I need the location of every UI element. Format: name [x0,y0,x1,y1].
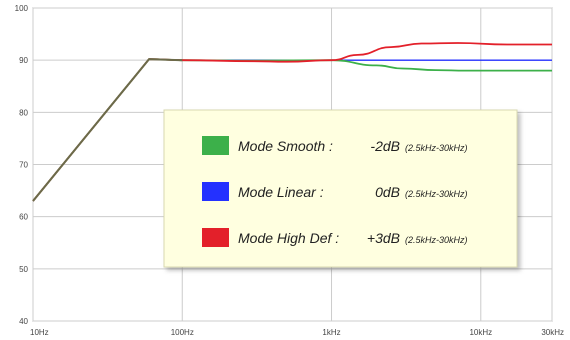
x-tick-label: 100Hz [171,328,194,337]
series-lines [32,42,552,202]
legend-label: Mode High Def : [238,230,339,246]
x-tick-label: 10Hz [30,328,49,337]
series-line-mode-high-def [32,42,552,202]
legend-value: 0dB [375,184,400,200]
x-axis-ticks: 10Hz 100Hz 1kHz 10kHz 30kHz [30,328,564,337]
y-tick-label: 70 [19,161,28,170]
legend-value: -2dB [370,138,400,154]
legend-swatch [202,136,229,155]
y-tick-label: 40 [19,317,28,326]
legend-item-mode-smooth: Mode Smooth : -2dB (2.5kHz-30kHz) [202,136,468,155]
legend-range: (2.5kHz-30kHz) [405,143,468,153]
y-tick-label: 60 [19,213,28,222]
y-tick-label: 100 [15,4,29,13]
legend-label: Mode Linear : [238,184,324,200]
x-tick-label: 30kHz [541,328,564,337]
x-tick-label: 10kHz [469,328,492,337]
legend-range: (2.5kHz-30kHz) [405,235,468,245]
legend-label: Mode Smooth : [238,138,333,154]
legend-item-mode-high-def: Mode High Def : +3dB (2.5kHz-30kHz) [202,228,468,247]
legend-range: (2.5kHz-30kHz) [405,189,468,199]
legend-swatch [202,182,229,201]
legend-item-mode-linear: Mode Linear : 0dB (2.5kHz-30kHz) [202,182,468,201]
y-tick-label: 90 [19,56,28,65]
legend-swatch [202,228,229,247]
y-tick-label: 50 [19,265,28,274]
y-tick-label: 80 [19,108,28,117]
x-tick-label: 1kHz [322,328,340,337]
series-line-shared-ramp [32,58,183,202]
y-axis-ticks: 40 50 60 70 80 90 100 [15,4,29,326]
legend-value: +3dB [367,230,400,246]
legend: Mode Smooth : -2dB (2.5kHz-30kHz)Mode Line… [163,109,518,268]
